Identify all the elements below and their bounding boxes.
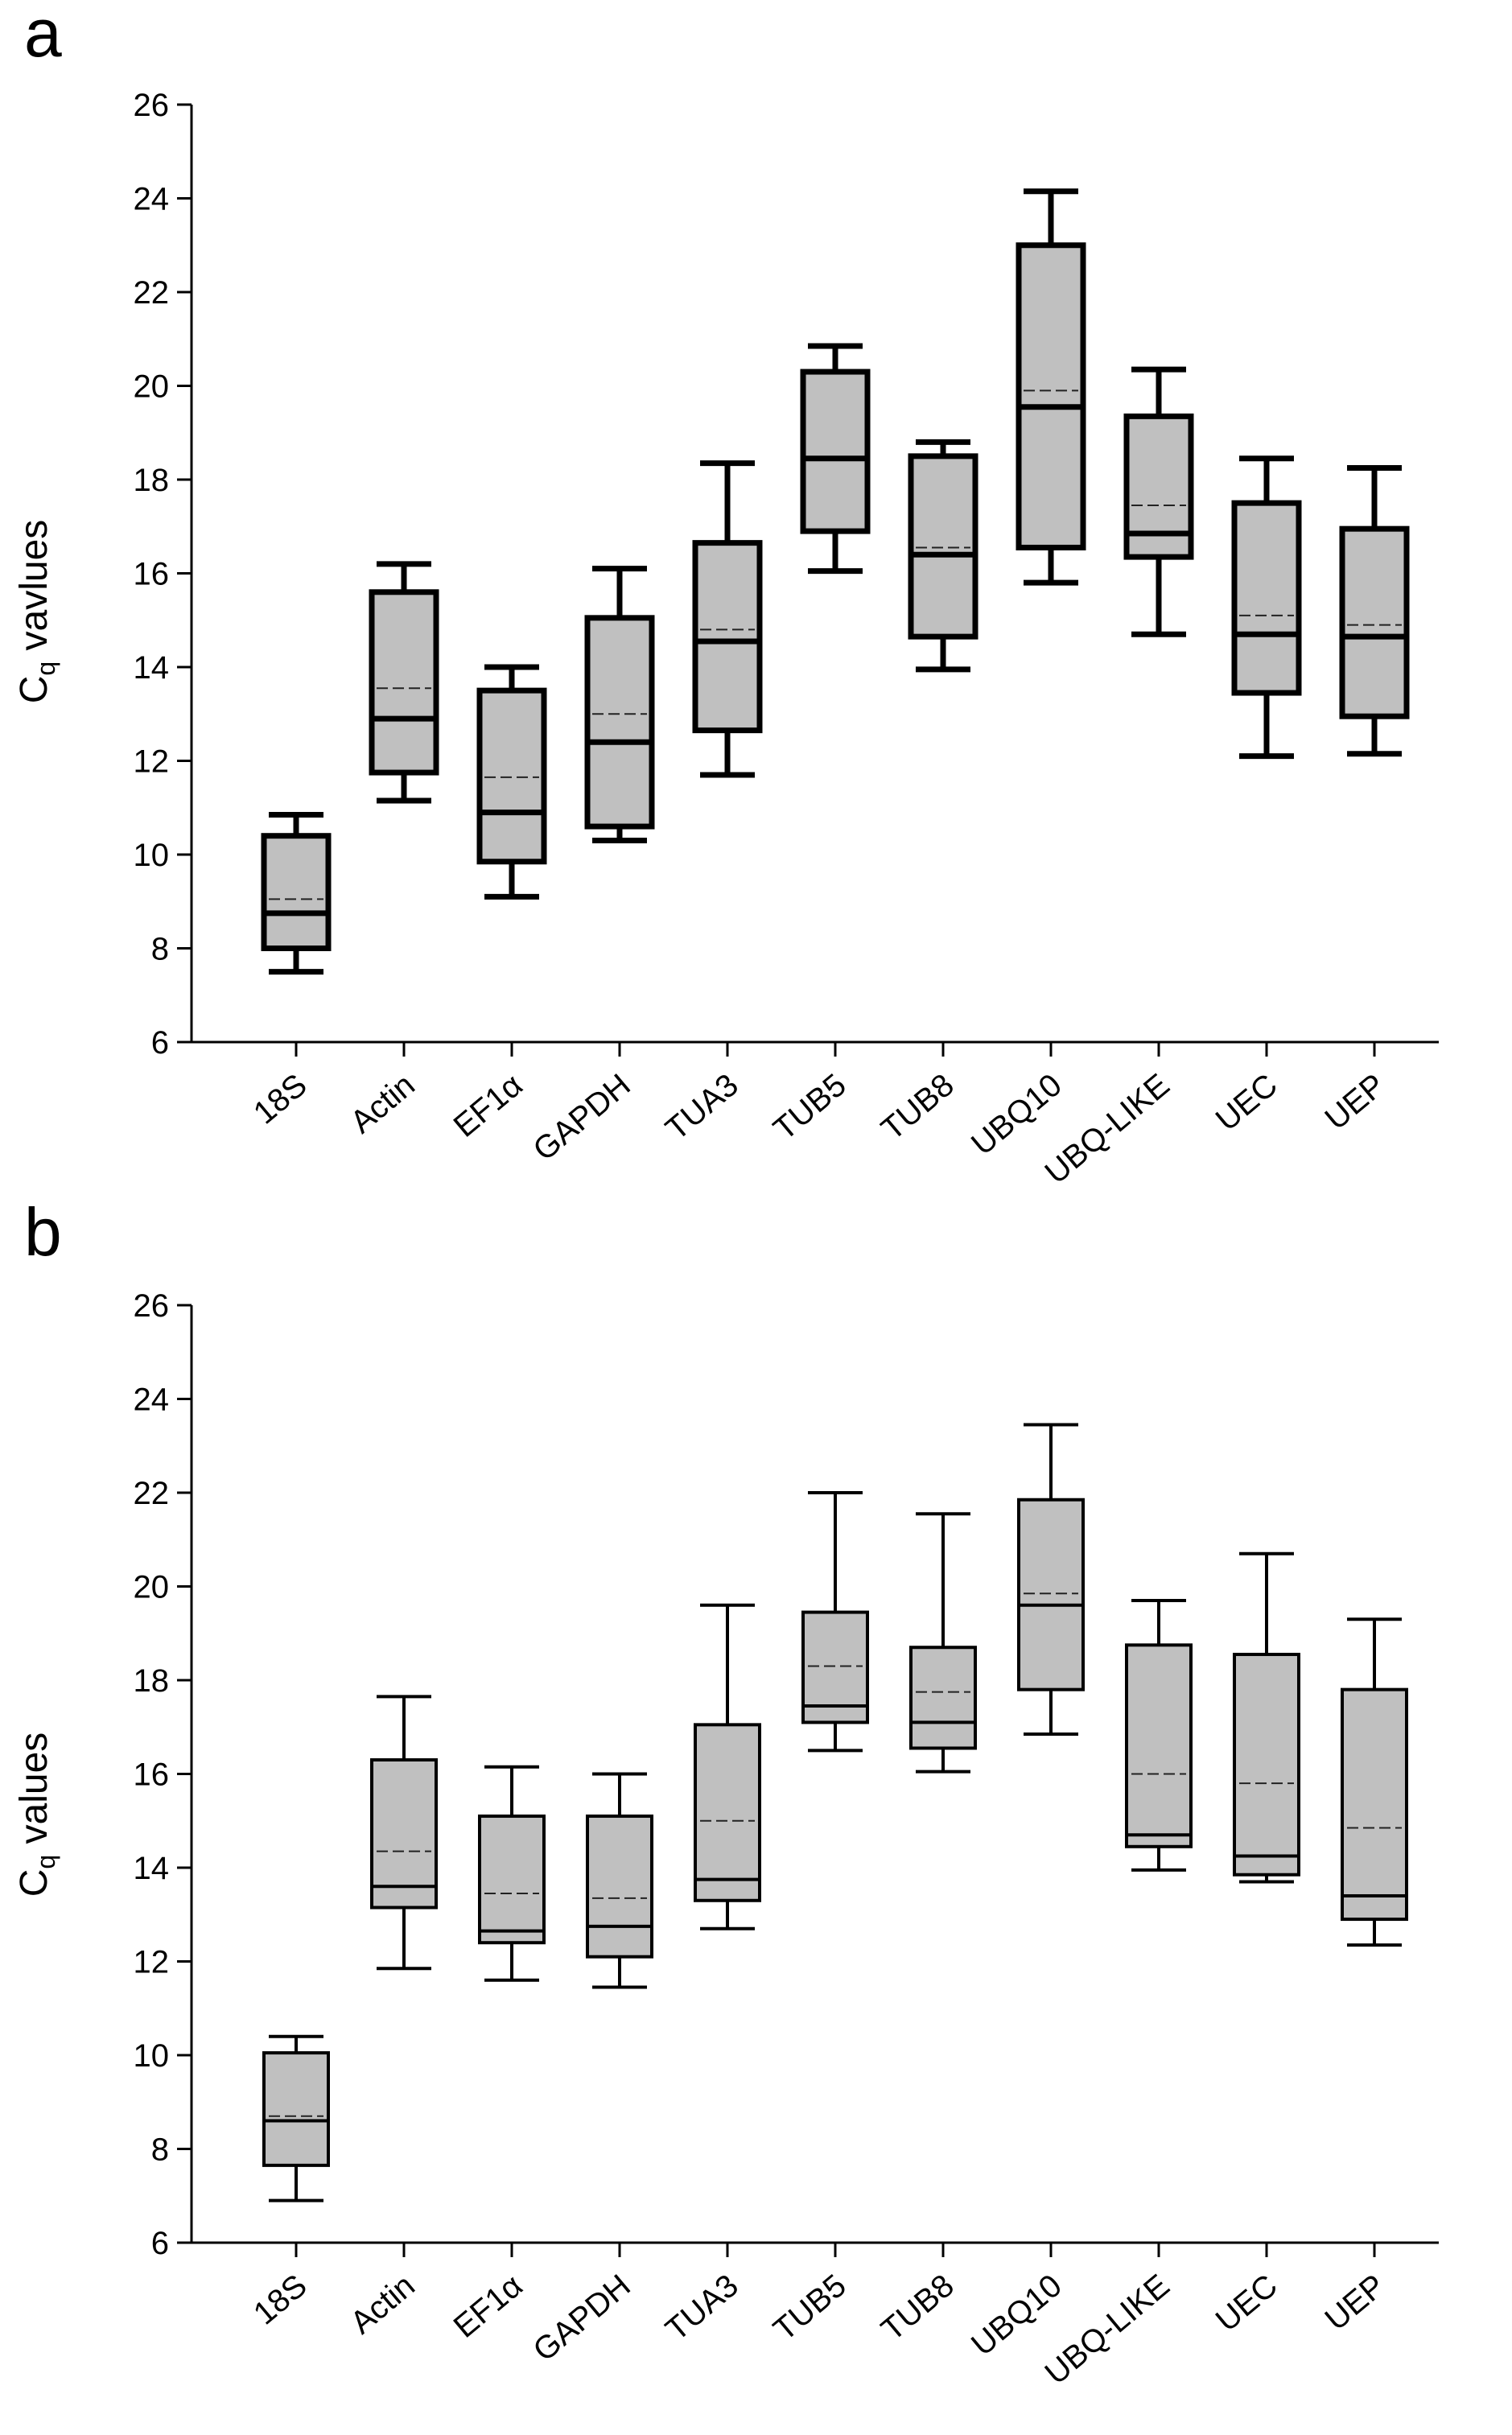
y-tick-label: 24 [134, 1382, 170, 1418]
y-tick-label: 12 [134, 744, 170, 780]
y-tick-label: 6 [151, 1025, 169, 1061]
box-uec [1233, 1652, 1300, 1877]
y-tick-label: 14 [134, 1851, 170, 1886]
y-tick-label: 18 [134, 1663, 170, 1699]
y-tick-label: 26 [134, 1288, 170, 1324]
category-label-ef1-: EF1α [447, 2268, 529, 2345]
box-tub5 [800, 369, 871, 534]
box-uep [1341, 1687, 1408, 1922]
y-tick-label: 10 [134, 838, 170, 873]
category-label-uec: UEC [1209, 1067, 1284, 1138]
y-tick-label: 16 [134, 557, 170, 592]
category-label-tua3: TUA3 [659, 2268, 745, 2347]
category-label-tub5: TUB5 [767, 2268, 853, 2347]
category-label-gapdh: GAPDH [527, 1067, 637, 1168]
category-label-tub8: TUB8 [875, 1067, 961, 1147]
category-label-tub8: TUB8 [875, 2268, 961, 2347]
category-label-uep: UEP [1318, 1067, 1391, 1137]
panel-a: a Cq vavlues 6 8 10 12 14 16 18 20 22 24 26 18S Acti… [13, 0, 1439, 1191]
y-tick-label: 20 [134, 369, 170, 405]
y-tick-label: 18 [134, 463, 170, 498]
category-label-ubq10: UBQ10 [965, 2268, 1069, 2363]
y-tick-label: 10 [134, 2038, 170, 2074]
y-tick-label: 20 [134, 1570, 170, 1605]
box-actin [369, 589, 439, 776]
category-label-actin: Actin [344, 2268, 421, 2341]
category-label-ef1-: EF1α [447, 1067, 529, 1144]
box-actin [370, 1758, 438, 1910]
box-uep [1339, 525, 1410, 719]
y-tick-label: 22 [134, 1476, 170, 1511]
y-tick-label: 14 [134, 650, 170, 686]
y-tick-label: 8 [151, 2132, 169, 2168]
y-tick-label: 26 [134, 88, 170, 123]
panel-a-letter: a [24, 0, 62, 71]
panel-a-y-axis-title: Cq vavlues [13, 520, 60, 704]
category-label-uep: UEP [1318, 2268, 1391, 2338]
box-ubq-like [1125, 1643, 1193, 1848]
y-tick-label: 6 [151, 2226, 169, 2261]
category-label-gapdh: GAPDH [527, 2268, 637, 2368]
category-label-18s: 18S [247, 1067, 314, 1131]
y-tick-label: 24 [134, 182, 170, 217]
category-label-tub5: TUB5 [767, 1067, 853, 1147]
box-gapdh [586, 1814, 653, 1959]
box-tua3 [692, 540, 763, 734]
box-tua3 [694, 1723, 761, 1902]
y-tick-label: 12 [134, 1945, 170, 1980]
category-label-actin: Actin [344, 1067, 421, 1140]
box-tub8 [909, 1646, 977, 1750]
panel-b-y-axis-title: Cq values [13, 1733, 60, 1897]
category-label-uec: UEC [1209, 2268, 1284, 2338]
y-tick-label: 16 [134, 1757, 170, 1793]
panel-b: b Cq values 6 8 10 12 14 16 18 20 22 24 26 18S Actin… [13, 1194, 1439, 2392]
category-label-tua3: TUA3 [659, 1067, 745, 1147]
box-18s [261, 833, 332, 951]
box-ef1- [476, 687, 547, 865]
y-tick-label: 8 [151, 932, 169, 967]
box-ef1- [478, 1814, 546, 1945]
box-18s [262, 2051, 330, 2167]
panel-b-letter: b [24, 1194, 62, 1270]
box-tub8 [908, 453, 978, 640]
y-tick-label: 22 [134, 275, 170, 311]
box-tub5 [801, 1610, 869, 1724]
box-uec [1231, 500, 1302, 696]
category-label-ubq10: UBQ10 [965, 1067, 1069, 1162]
box-ubq10 [1017, 1498, 1085, 1691]
category-label-18s: 18S [247, 2268, 314, 2331]
box-gapdh [584, 615, 655, 830]
box-ubq10 [1016, 242, 1086, 550]
